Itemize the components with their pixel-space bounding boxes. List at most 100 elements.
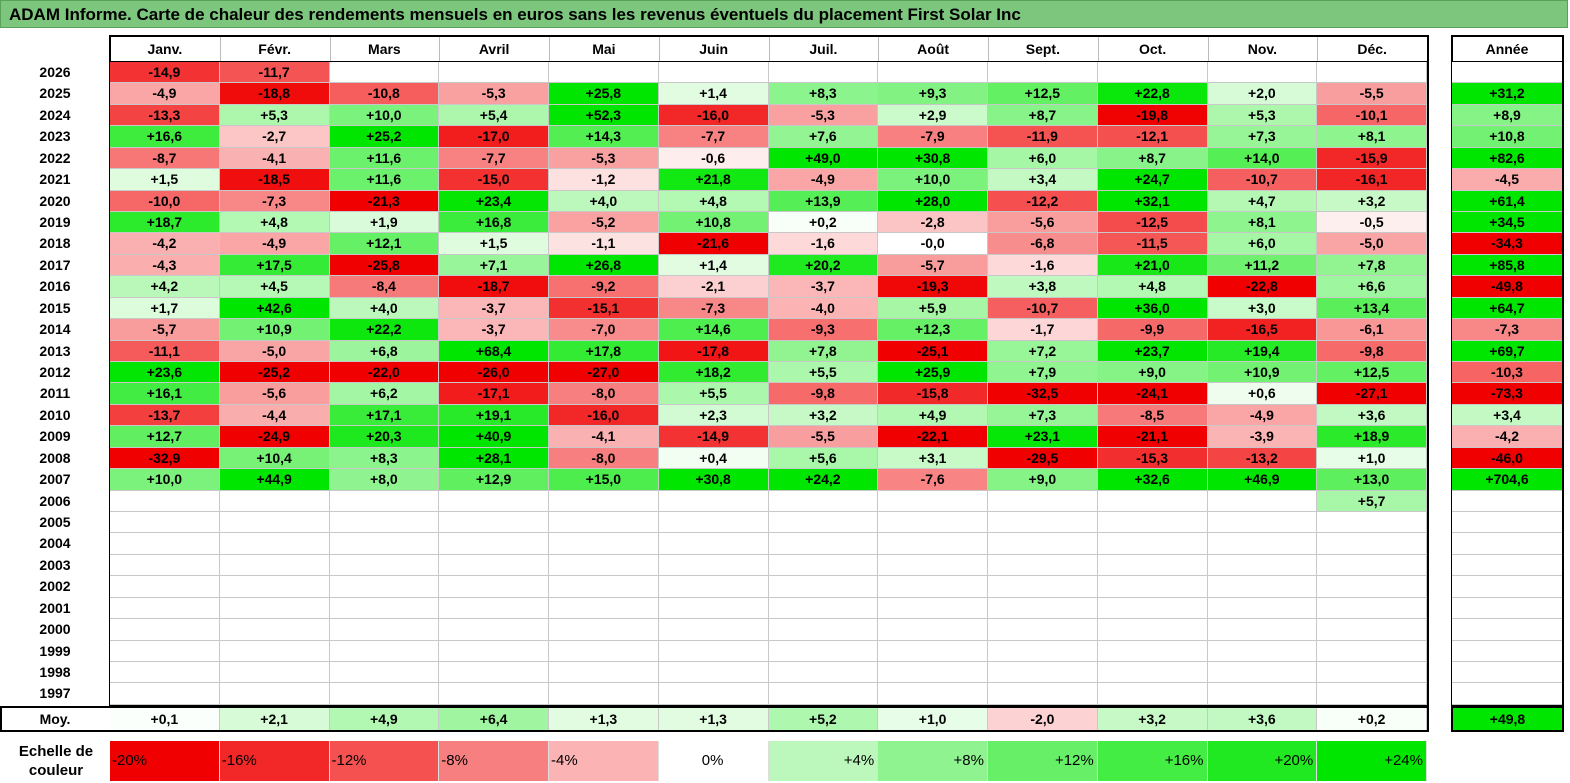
heatmap-cell [878,683,988,705]
heatmap-cell [1207,619,1318,641]
heatmap-cell [549,597,659,620]
annual-cell: +61,4 [1452,190,1562,212]
heatmap-cell: -9,3 [768,319,879,341]
average-annual-frame [1451,706,1564,732]
heatmap-cell: +28,0 [878,190,988,212]
heatmap-cell: +5,5 [658,383,769,405]
heatmap-cell [439,576,549,598]
heatmap-cell: -4,1 [549,426,659,448]
row-year-label: 2011 [39,385,71,402]
column-header: Août [878,36,989,62]
heatmap-cell: -0,0 [878,233,988,255]
heatmap-cell [768,62,879,84]
heatmap-cell: +25,9 [878,362,988,384]
annual-cell: -46,0 [1452,447,1562,470]
heatmap-cell: +14,3 [549,126,659,148]
heatmap-cell [658,640,769,663]
heatmap-cell: +23,7 [1097,340,1208,362]
heatmap-cell: +12,5 [1317,362,1427,384]
heatmap-cell [1097,683,1208,705]
heatmap-cell [988,683,1098,705]
heatmap-cell [988,554,1098,577]
heatmap-cell: +25,8 [549,83,659,105]
heatmap-cell: +5,9 [878,297,988,320]
heatmap-cell [329,597,440,620]
heatmap-cell [658,683,769,705]
heatmap-cell: +2,9 [878,104,988,127]
heatmap-cell [658,662,769,684]
row-year-label: 2002 [39,578,71,595]
heatmap-cell: +30,8 [878,147,988,170]
heatmap-cell: +14,6 [658,319,769,341]
heatmap-cell [439,662,549,684]
heatmap-cell: +19,1 [439,404,549,427]
heatmap-cell: +8,1 [1207,212,1318,234]
heatmap-cell: -15,1 [549,297,659,320]
heatmap-cell: -7,6 [878,469,988,491]
average-cell: +3,2 [1097,708,1208,730]
heatmap-cell: -6,1 [1317,319,1427,341]
heatmap-cell [768,640,879,663]
average-cell: +1,3 [549,708,659,730]
annual-cell [1452,683,1562,705]
heatmap-cell: +4,5 [219,276,330,298]
heatmap-cell: -9,9 [1097,319,1208,341]
heatmap-cell: +7,6 [768,126,879,148]
heatmap-cell [219,490,330,513]
heatmap-cell: +25,2 [329,126,440,148]
heatmap-cell: +14,0 [1207,147,1318,170]
heatmap-cell [658,597,769,620]
heatmap-cell [878,662,988,684]
heatmap-cell [219,597,330,620]
column-header: Sept. [988,36,1099,62]
row-year-label: 1997 [39,685,71,702]
heatmap-cell: +32,6 [1097,469,1208,491]
heatmap-cell [768,576,879,598]
row-year-label: 2023 [39,128,71,145]
heatmap-cell [439,490,549,513]
row-year-label: 2004 [39,535,71,552]
heatmap-cell: -26,0 [439,362,549,384]
heatmap-cell [439,640,549,663]
scale-step: 0% [658,741,769,781]
heatmap-cell [1207,683,1318,705]
heatmap-cell: +11,6 [329,147,440,170]
heatmap-cell: +12,3 [878,319,988,341]
heatmap-cell: +16,6 [110,126,220,148]
heatmap-cell: -1,6 [988,254,1098,277]
heatmap-cell: -10,1 [1317,104,1427,127]
annual-cell: -49,8 [1452,276,1562,298]
heatmap-cell: +36,0 [1097,297,1208,320]
heatmap-cell: +10,0 [110,469,220,491]
scale-step: +4% [768,741,879,781]
heatmap-cell: -3,7 [768,276,879,298]
heatmap-cell: +11,6 [329,169,440,191]
row-year-label: 2003 [39,556,71,573]
heatmap-cell: -16,1 [1317,169,1427,191]
heatmap-cell: +8,7 [1097,147,1208,170]
heatmap-cell: -22,8 [1207,276,1318,298]
heatmap-cell: +9,0 [988,469,1098,491]
row-year-label: 2007 [39,471,71,488]
heatmap-cell [549,62,659,84]
heatmap-cell: +18,2 [658,362,769,384]
heatmap-cell [329,619,440,641]
heatmap-cell: +4,0 [549,190,659,212]
heatmap-cell: +17,8 [549,340,659,362]
row-year-label: 2018 [39,235,71,252]
heatmap-cell [1207,512,1318,534]
heatmap-cell [1317,683,1427,705]
annual-cell: +10,8 [1452,126,1562,148]
heatmap-cell [1097,490,1208,513]
heatmap-cell: +8,0 [329,469,440,491]
heatmap-cell [549,662,659,684]
scale-step: -20% [110,741,220,781]
heatmap-cell: +3,1 [878,447,988,470]
heatmap-cell [219,512,330,534]
heatmap-cell: -18,7 [439,276,549,298]
heatmap-cell: +10,9 [1207,362,1318,384]
heatmap-cell [878,533,988,555]
heatmap-cell: +6,0 [988,147,1098,170]
heatmap-cell: +15,0 [549,469,659,491]
heatmap-cell: -15,8 [878,383,988,405]
